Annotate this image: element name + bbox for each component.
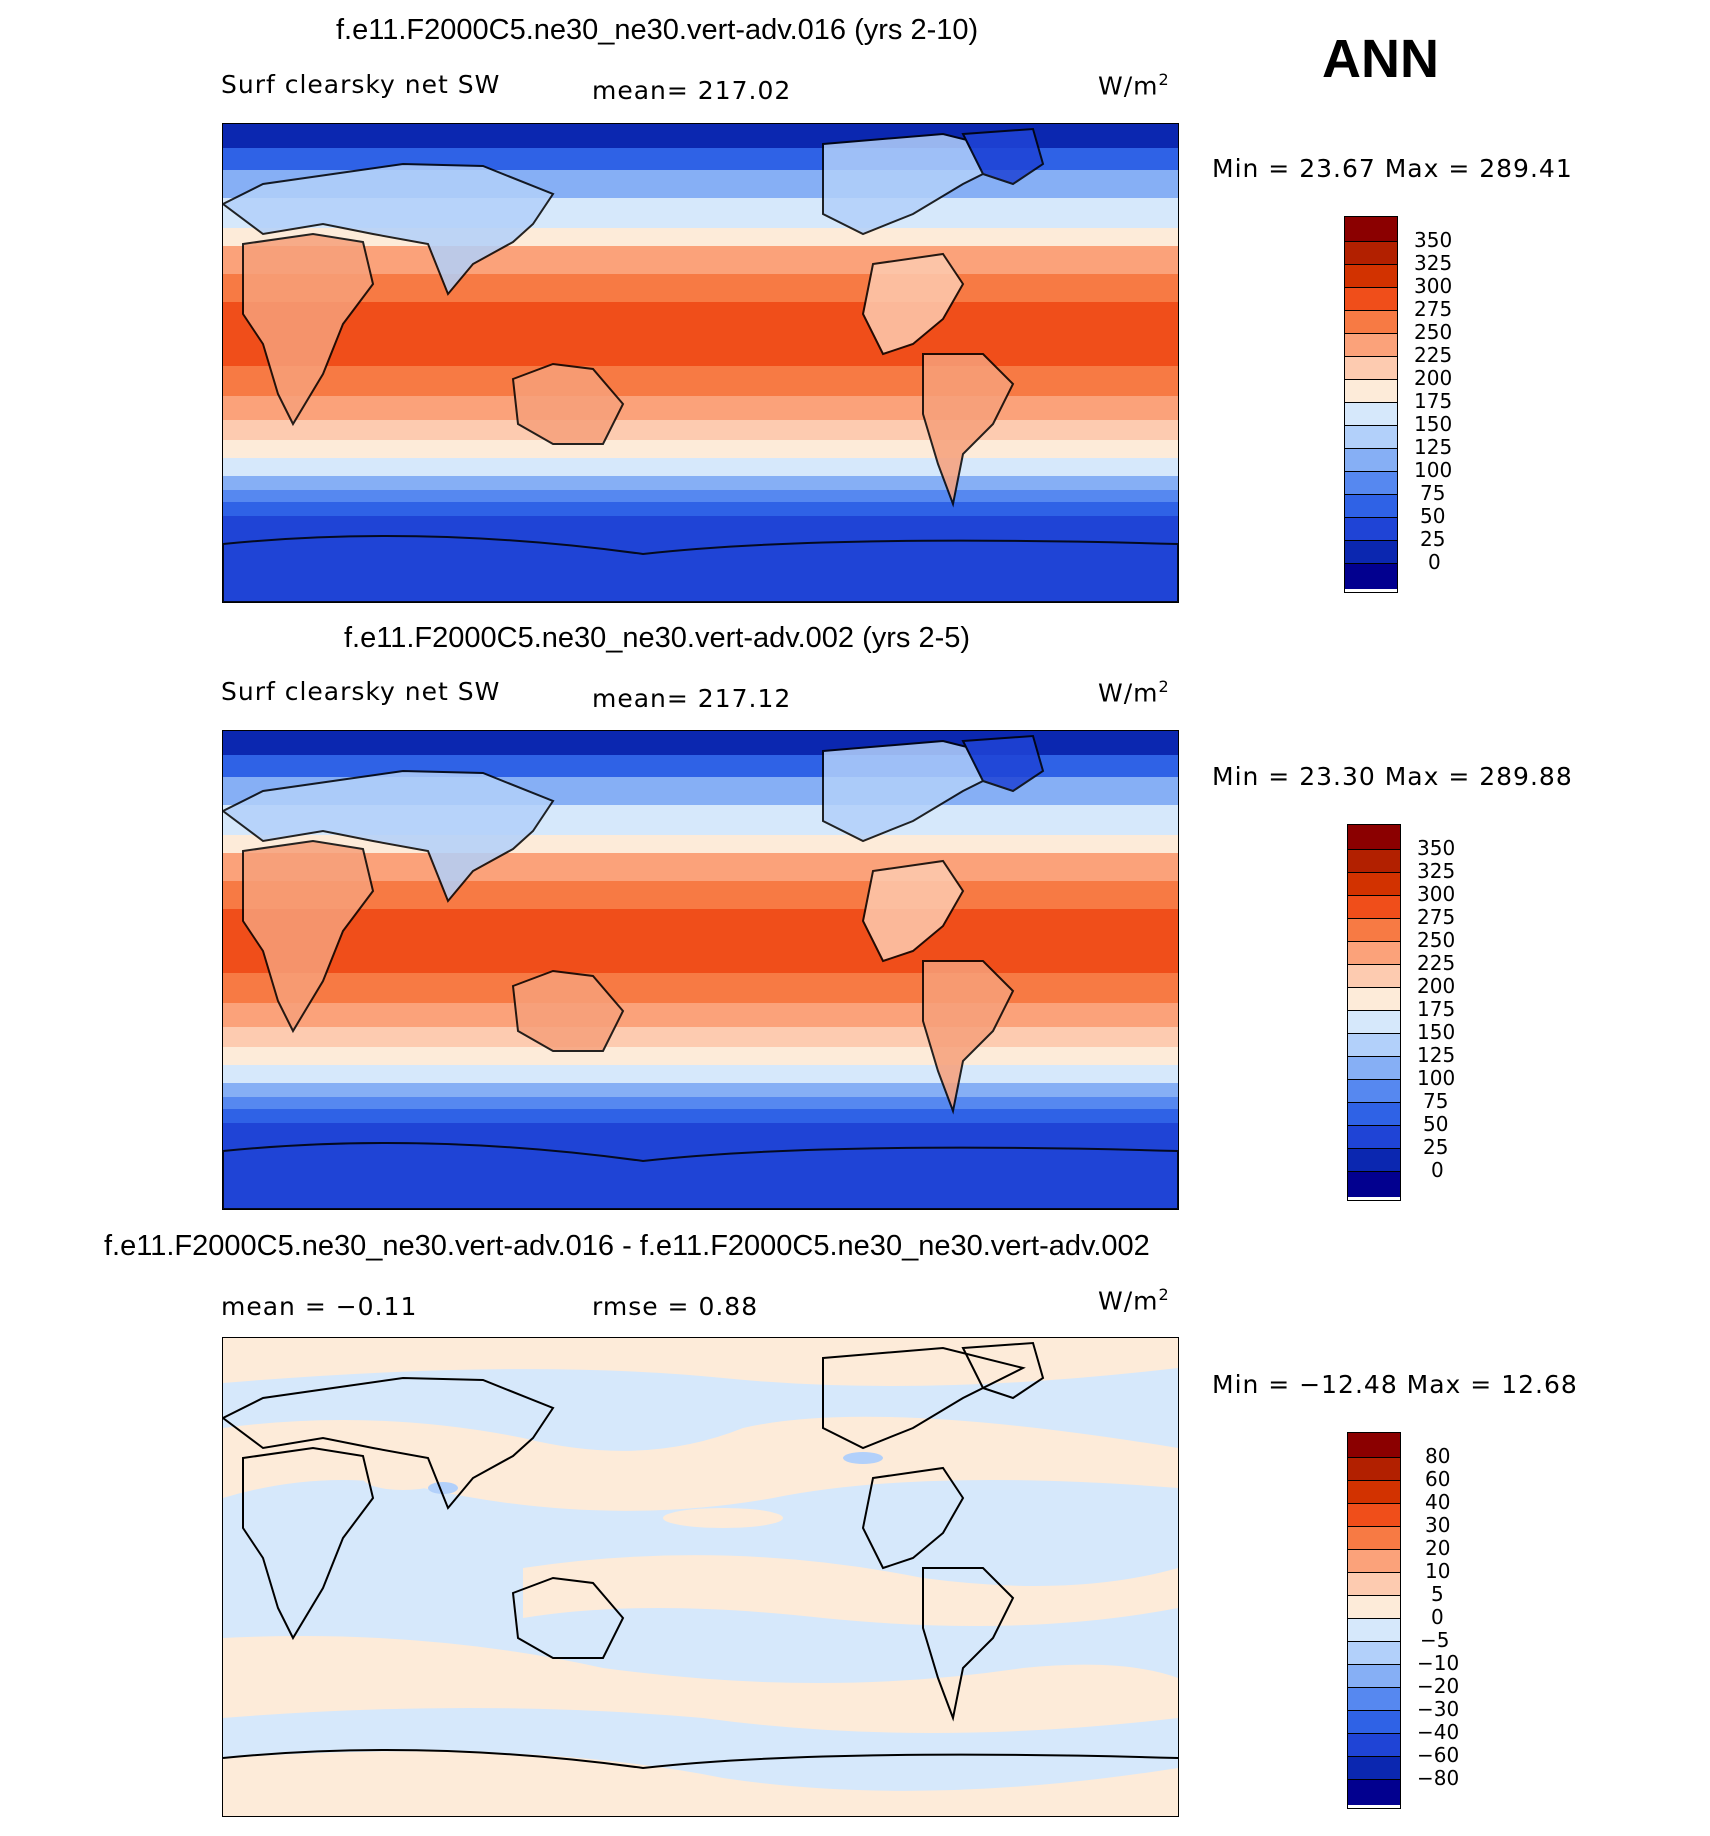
colorbar-tick: 300: [1417, 882, 1456, 906]
panel3-map: [222, 1337, 1179, 1817]
panel1-title: f.e11.F2000C5.ne30_ne30.vert-adv.016 (yr…: [336, 14, 979, 46]
colorbar-tick: 200: [1417, 974, 1456, 998]
colorbar-tick: 75: [1420, 481, 1446, 505]
colorbar-tick: −80: [1417, 1766, 1460, 1790]
colorbar-tick: 275: [1414, 297, 1453, 321]
panel2-title: f.e11.F2000C5.ne30_ne30.vert-adv.002 (yr…: [344, 622, 971, 654]
colorbar-tick: 300: [1414, 274, 1453, 298]
panel1-variable: Surf clearsky net SW: [221, 70, 501, 99]
colorbar-tick: 175: [1417, 997, 1456, 1021]
panel2-minmax: Min = 23.30 Max = 289.88: [1212, 762, 1573, 791]
panel2-colorbar: [1347, 824, 1401, 1201]
colorbar-tick: 20: [1425, 1536, 1451, 1560]
panel3-mean: mean = −0.11: [221, 1292, 418, 1321]
colorbar-tick: 30: [1425, 1513, 1451, 1537]
colorbar-tick: 60: [1425, 1467, 1451, 1491]
colorbar-tick: −20: [1417, 1674, 1460, 1698]
panel3-unit: W/m2: [1098, 1285, 1170, 1316]
colorbar-tick: 75: [1423, 1089, 1449, 1113]
colorbar-tick: 25: [1423, 1135, 1449, 1159]
colorbar-tick: 40: [1425, 1490, 1451, 1514]
colorbar-tick: 200: [1414, 366, 1453, 390]
panel2-map: [222, 730, 1179, 1210]
colorbar-tick: 125: [1414, 435, 1453, 459]
colorbar-tick: −60: [1417, 1743, 1460, 1767]
colorbar-tick: 150: [1417, 1020, 1456, 1044]
panel3-minmax: Min = −12.48 Max = 12.68: [1212, 1370, 1578, 1399]
colorbar-tick: −5: [1420, 1628, 1450, 1652]
colorbar-tick: 275: [1417, 905, 1456, 929]
panel2-mean: mean= 217.12: [592, 684, 792, 713]
colorbar-tick: −40: [1417, 1720, 1460, 1744]
colorbar-tick: −30: [1417, 1697, 1460, 1721]
colorbar-tick: 325: [1417, 859, 1456, 883]
colorbar-tick: 0: [1428, 550, 1441, 574]
colorbar-tick: 50: [1423, 1112, 1449, 1136]
colorbar-tick: 175: [1414, 389, 1453, 413]
panel1-mean: mean= 217.02: [592, 76, 792, 105]
panel1-map: [222, 123, 1179, 603]
panel3-colorbar: [1347, 1432, 1401, 1809]
colorbar-tick: 150: [1414, 412, 1453, 436]
colorbar-tick: 0: [1431, 1158, 1444, 1182]
colorbar-tick: 350: [1414, 228, 1453, 252]
colorbar-tick: 25: [1420, 527, 1446, 551]
colorbar-tick: 125: [1417, 1043, 1456, 1067]
colorbar-tick: 350: [1417, 836, 1456, 860]
colorbar-tick: 250: [1417, 928, 1456, 952]
colorbar-tick: 5: [1431, 1582, 1444, 1606]
colorbar-tick: 100: [1414, 458, 1453, 482]
colorbar-tick: −10: [1417, 1651, 1460, 1675]
colorbar-tick: 0: [1431, 1605, 1444, 1629]
colorbar-tick: 100: [1417, 1066, 1456, 1090]
colorbar-tick: 325: [1414, 251, 1453, 275]
colorbar-tick: 250: [1414, 320, 1453, 344]
colorbar-tick: 10: [1425, 1559, 1451, 1583]
colorbar-tick: 50: [1420, 504, 1446, 528]
colorbar-tick: 225: [1417, 951, 1456, 975]
panel3-rmse: rmse = 0.88: [592, 1292, 759, 1321]
colorbar-tick: 225: [1414, 343, 1453, 367]
panel2-unit: W/m2: [1098, 677, 1170, 708]
season-label: ANN: [1322, 29, 1439, 89]
panel1-colorbar: [1344, 216, 1398, 593]
panel1-unit: W/m2: [1098, 70, 1170, 101]
panel2-variable: Surf clearsky net SW: [221, 677, 501, 706]
colorbar-tick: 80: [1425, 1444, 1451, 1468]
panel3-title: f.e11.F2000C5.ne30_ne30.vert-adv.016 - f…: [104, 1230, 1150, 1262]
panel1-minmax: Min = 23.67 Max = 289.41: [1212, 154, 1573, 183]
